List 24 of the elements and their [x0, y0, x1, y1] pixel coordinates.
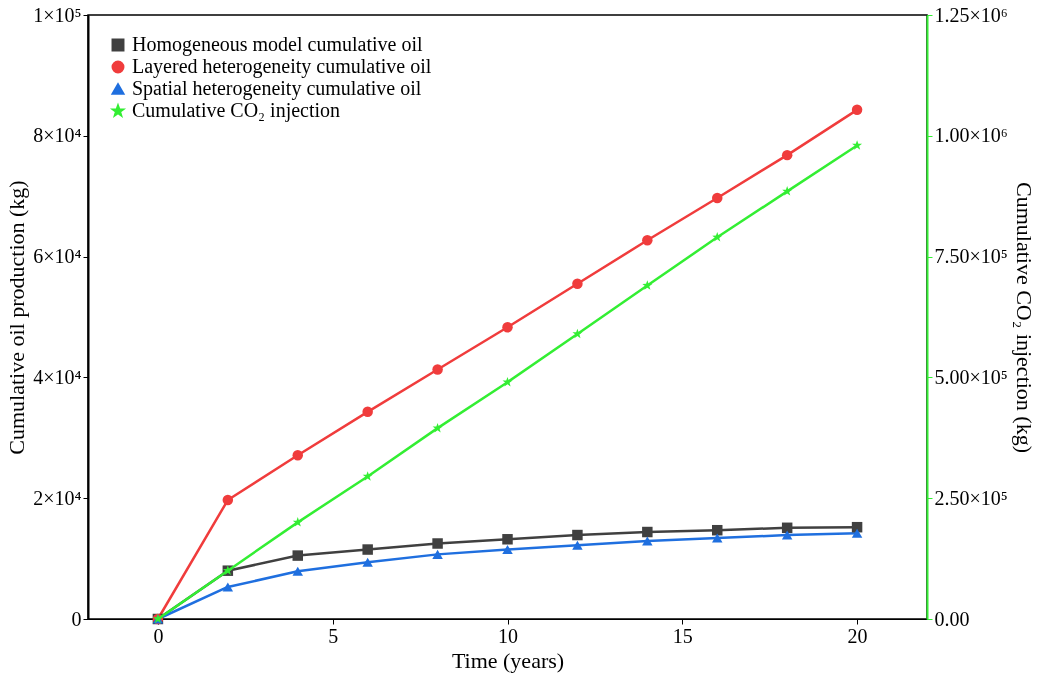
y-axis-title: Cumulative oil production (kg) [4, 180, 30, 455]
y2-tick-label: 1.25×10⁶ [934, 3, 1008, 26]
x-tick-label: 10 [498, 624, 518, 647]
y2-tick-label: 2.50×10⁵ [934, 486, 1008, 509]
legend-label: Homogeneous model cumulative oil [132, 33, 423, 56]
y-tick-label: 1×10⁵ [33, 3, 82, 26]
legend-label: Cumulative CO₂ injection [132, 99, 341, 122]
legend-label: Spatial heterogeneity cumulative oil [132, 77, 422, 100]
y2-tick-label: 0.00 [934, 607, 970, 630]
y-tick-label: 8×10⁴ [33, 124, 82, 147]
y2-axis-title: Cumulative CO₂ injection (kg) [1011, 181, 1037, 454]
x-axis-title: Time (years) [451, 647, 565, 673]
y2-tick-label: 5.00×10⁵ [934, 365, 1008, 388]
y-tick-label: 4×10⁴ [33, 365, 82, 388]
x-tick-label: 15 [672, 624, 693, 647]
y-tick-label: 6×10⁴ [33, 245, 82, 268]
y2-tick-label: 1.00×10⁶ [934, 124, 1008, 147]
y-tick-label: 0 [71, 607, 82, 630]
y-tick-label: 2×10⁴ [33, 486, 82, 509]
x-tick-label: 0 [153, 624, 164, 647]
legend-label: Layered heterogeneity cumulative oil [132, 55, 432, 78]
x-tick-label: 20 [847, 624, 868, 647]
y2-tick-label: 7.50×10⁵ [934, 245, 1008, 268]
x-tick-label: 5 [328, 624, 339, 647]
